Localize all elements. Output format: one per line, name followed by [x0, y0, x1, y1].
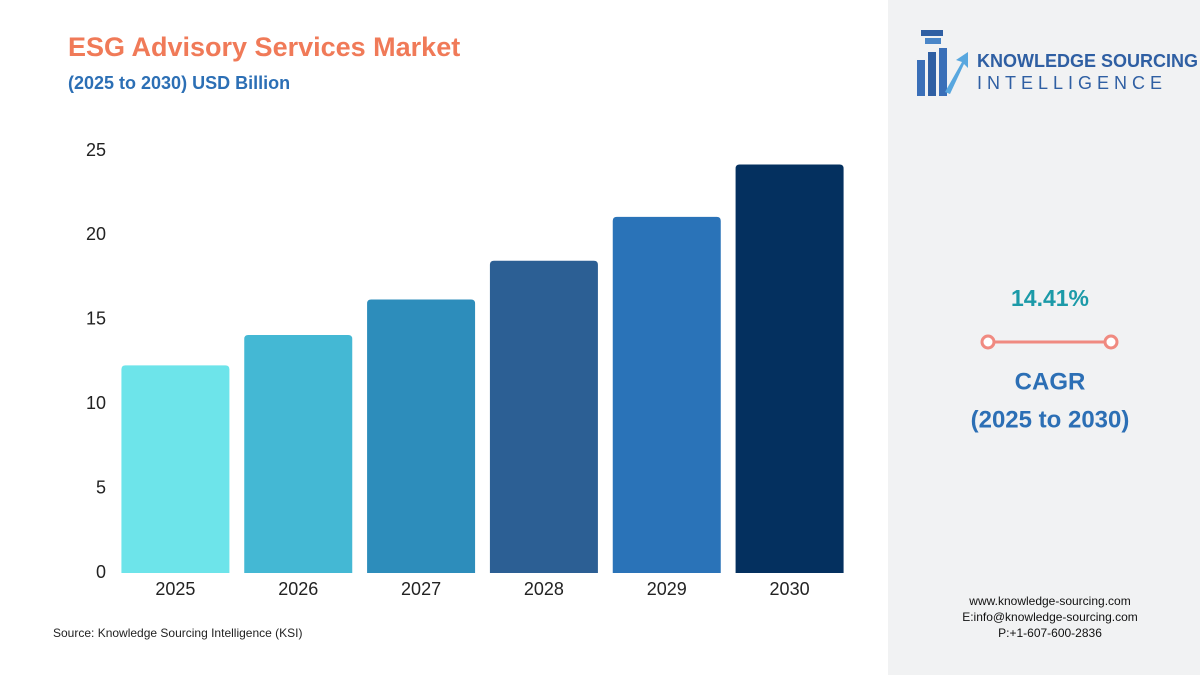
y-tick-label: 20 — [86, 224, 106, 244]
logo-line: INTELLIGENCE — [977, 73, 1167, 93]
bar — [489, 260, 598, 573]
bar — [735, 164, 844, 573]
chart-title: ESG Advisory Services Market — [68, 32, 460, 62]
cagr-period: (2025 to 2030) — [971, 406, 1130, 433]
bar — [244, 334, 353, 573]
cagr-divider — [980, 334, 1119, 350]
bar — [367, 299, 476, 573]
y-tick-label: 5 — [96, 477, 106, 497]
x-tick-label: 2027 — [401, 579, 441, 599]
x-tick-label: 2029 — [647, 579, 687, 599]
contact: E:info@knowledge-sourcing.com — [962, 610, 1138, 624]
contact: P:+1-607-600-2836 — [998, 626, 1102, 640]
y-tick-label: 25 — [86, 140, 106, 160]
y-tick-label: 10 — [86, 393, 106, 413]
y-tick-label: 0 — [96, 562, 106, 582]
y-tick-label: 15 — [86, 309, 106, 329]
sidebar — [888, 0, 1200, 675]
logo-line: KNOWLEDGE SOURCING — [977, 51, 1198, 71]
source: Source: Knowledge Sourcing Intelligence … — [53, 626, 302, 640]
x-tick-label: 2026 — [278, 579, 318, 599]
cagr-value: 14.41% — [1011, 285, 1089, 311]
x-tick-label: 2025 — [155, 579, 195, 599]
bar — [121, 365, 230, 573]
logo-icon — [917, 30, 968, 96]
chart-subtitle: (2025 to 2030) USD Billion — [68, 73, 290, 93]
contact: www.knowledge-sourcing.com — [968, 594, 1130, 608]
x-tick-label: 2030 — [770, 579, 810, 599]
x-tick-label: 2028 — [524, 579, 564, 599]
bar — [612, 216, 721, 573]
cagr-label: CAGR — [1015, 368, 1086, 395]
